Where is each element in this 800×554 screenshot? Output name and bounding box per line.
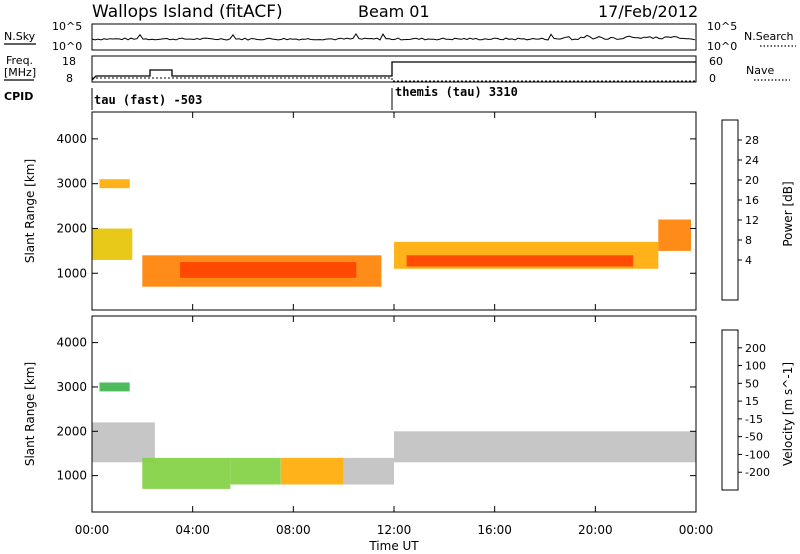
nave-trace (92, 77, 696, 82)
colorbar-tick-label: 24 (745, 154, 759, 167)
power-colorbar-label: Power [dB] (781, 181, 795, 246)
colorbar-tick-label: -15 (745, 413, 763, 426)
nsky-panel-frame (91, 23, 697, 51)
nsearch-label: N.Search (744, 30, 794, 43)
freq-tick-bottom: 8 (66, 72, 73, 85)
cpid-segment-2: themis (tau) 3310 (395, 85, 518, 99)
power-colorbar: 28 24 20 16 12 8 4 (721, 119, 759, 301)
y-tick-label: 4000 (56, 132, 87, 146)
nsky-trace (91, 32, 696, 49)
time-x-label: Time UT (368, 539, 419, 553)
x-tick-label: 04:00 (175, 523, 210, 537)
velocity-y-axis: 4000 3000 2000 1000 (56, 336, 696, 483)
colorbar-tick-label: -100 (745, 448, 770, 461)
y-tick-label: 1000 (56, 469, 87, 483)
x-tick-label: 20:00 (578, 523, 613, 537)
velocity-colorbar: 200 100 50 15 -15 -50 -100 -200 (721, 329, 770, 491)
date-title: 17/Feb/2012 (598, 2, 698, 21)
x-tick-label: 16:00 (477, 523, 512, 537)
power-plot-area (92, 179, 691, 287)
velocity-y-label: Slant Range [km] (23, 362, 37, 466)
colorbar-frame (721, 329, 739, 491)
freq-trace (91, 61, 696, 81)
colorbar-frame (721, 119, 739, 301)
nave-label: Nave (746, 64, 774, 77)
y-tick-label: 1000 (56, 266, 87, 280)
y-tick-label: 3000 (56, 380, 87, 394)
nave-tick-bottom: 0 (709, 72, 716, 85)
cpid-segment-1: tau (fast) -503 (94, 93, 202, 107)
cpid-label: CPID (4, 90, 33, 103)
colorbar-tick-label: -50 (745, 431, 763, 444)
colorbar-tick-label: 12 (745, 214, 759, 227)
y-tick-label: 2000 (56, 424, 87, 438)
beam-title: Beam 01 (358, 2, 430, 21)
heatmap-region-1 (99, 179, 130, 189)
power-y-axis: 4000 3000 2000 1000 (56, 132, 696, 280)
x-tick-label: 12:00 (377, 523, 412, 537)
heatmap-region-5 (406, 255, 634, 267)
velocity-colorbar-label: Velocity [m s^-1] (781, 362, 795, 466)
nsky-tick-top: 10^5 (52, 20, 82, 33)
nsearch-tick-top: 10^5 (707, 20, 737, 33)
power-y-label: Slant Range [km] (23, 159, 37, 263)
heatmap-region-0 (92, 422, 155, 463)
velocity-plot-area (92, 382, 696, 489)
nsky-tick-bottom: 10^0 (52, 40, 82, 53)
y-tick-label: 3000 (56, 177, 87, 191)
heatmap-region-4 (280, 457, 344, 485)
colorbar-tick-label: 15 (745, 395, 759, 408)
x-tick-label: 00:00 (679, 523, 714, 537)
y-tick-label: 2000 (56, 221, 87, 235)
heatmap-region-6 (394, 431, 696, 463)
colorbar-tick-label: 200 (745, 342, 766, 355)
heatmap-region-1 (99, 382, 130, 392)
time-x-axis: 00:00 04:00 08:00 12:00 16:00 20:00 00:00 (75, 112, 714, 537)
x-tick-label: 08:00 (276, 523, 311, 537)
y-tick-label: 4000 (56, 336, 87, 350)
freq-tick-top: 18 (62, 55, 76, 68)
colorbar-tick-label: 16 (745, 194, 759, 207)
freq-unit: [MHz] (4, 66, 36, 79)
heatmap-region-2 (142, 457, 231, 489)
heatmap-region-3 (230, 457, 281, 485)
heatmap-region-6 (658, 219, 691, 251)
x-tick-label: 00:00 (75, 523, 110, 537)
colorbar-tick-label: 20 (745, 174, 759, 187)
colorbar-tick-label: 100 (745, 360, 766, 373)
colorbar-tick-label: 50 (745, 377, 759, 390)
station-title: Wallops Island (fitACF) (92, 2, 283, 22)
nsky-label: N.Sky (4, 30, 36, 43)
colorbar-tick-label: 8 (745, 234, 752, 247)
nave-tick-top: 60 (709, 55, 723, 68)
colorbar-tick-label: 4 (745, 254, 752, 267)
nsearch-tick-bottom: 10^0 (707, 40, 737, 53)
heatmap-region-5 (343, 457, 394, 485)
colorbar-tick-label: 28 (745, 134, 759, 147)
freq-panel-frame (91, 55, 697, 83)
colorbar-tick-label: -200 (745, 466, 770, 479)
heatmap-region-3 (180, 262, 357, 278)
freq-label: Freq. (6, 54, 33, 67)
heatmap-region-0 (92, 228, 133, 260)
